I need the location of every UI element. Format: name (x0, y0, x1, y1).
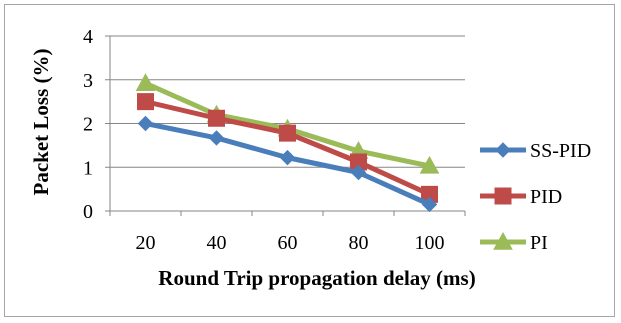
legend-item: PID (480, 186, 562, 208)
series-group (135, 73, 440, 213)
y-tick-label: 3 (83, 70, 93, 92)
x-tick-label: 40 (207, 232, 227, 254)
legend-marker (494, 187, 512, 205)
data-point (279, 149, 296, 166)
y-tick-label: 1 (83, 157, 93, 179)
x-axis-title: Round Trip propagation delay (ms) (158, 266, 475, 290)
data-point (208, 109, 225, 127)
gridlines (110, 35, 465, 168)
data-point (208, 130, 225, 146)
y-axis-title: Packet Loss (%) (29, 49, 53, 196)
y-tick-label: 2 (83, 114, 93, 136)
legend-marker (495, 142, 511, 158)
y-tick-labels: 0 1 2 3 4 (83, 26, 93, 223)
series-line (144, 99, 431, 197)
data-point (137, 115, 154, 132)
data-point (421, 196, 438, 213)
data-point (135, 73, 156, 91)
legend-marker (493, 231, 513, 250)
series-ss-pid (137, 115, 438, 213)
x-tick-label: 60 (278, 232, 298, 254)
data-point (279, 124, 296, 142)
legend-item: SS-PID (480, 140, 591, 162)
legend-label: SS-PID (530, 140, 591, 162)
legend-label: PI (530, 232, 548, 254)
y-tick-label: 4 (83, 26, 93, 48)
series-pid (137, 93, 438, 203)
axes (105, 35, 466, 216)
legend-label: PID (530, 186, 562, 208)
y-tick-label: 0 (83, 201, 93, 223)
data-point (137, 93, 154, 111)
data-point (419, 155, 440, 174)
x-tick-label: 100 (415, 232, 445, 254)
legend-item: PI (480, 231, 548, 254)
data-point (350, 164, 367, 181)
x-tick-label: 20 (136, 232, 156, 254)
legend: SS-PID PID PI (480, 140, 591, 254)
x-tick-label: 80 (349, 232, 369, 254)
x-tick-labels: 20 40 60 80 100 (136, 232, 445, 254)
